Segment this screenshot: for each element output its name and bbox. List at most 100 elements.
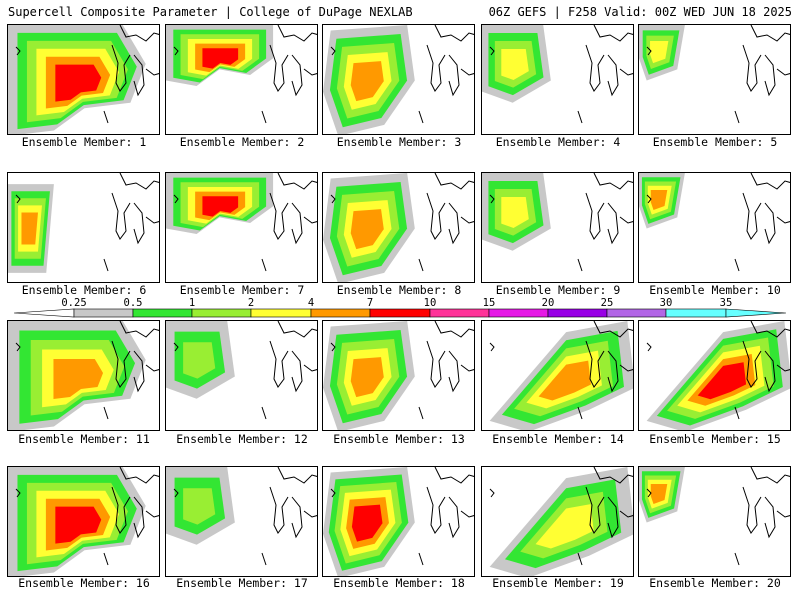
colorbar-cap bbox=[13, 308, 75, 318]
coastline bbox=[764, 202, 776, 245]
map-panel bbox=[481, 466, 634, 577]
coastline bbox=[585, 192, 605, 240]
map-panel bbox=[481, 320, 634, 431]
coastline bbox=[646, 342, 652, 352]
legend-label: 4 bbox=[307, 297, 315, 309]
coastline bbox=[742, 192, 762, 240]
coastline bbox=[593, 173, 633, 190]
colorbar-segment bbox=[310, 308, 371, 318]
coastline bbox=[330, 194, 336, 204]
coastline bbox=[330, 488, 336, 498]
legend-label: 25 bbox=[600, 297, 614, 309]
coastline bbox=[607, 496, 619, 539]
map-panel bbox=[165, 24, 318, 135]
coastline bbox=[111, 44, 131, 92]
map-field bbox=[323, 173, 474, 282]
coastline bbox=[303, 510, 317, 518]
map-panel bbox=[481, 172, 634, 283]
map-field bbox=[639, 173, 790, 272]
coastline bbox=[133, 350, 145, 393]
contour-fill bbox=[350, 357, 384, 398]
colorbar-segment bbox=[429, 308, 490, 318]
coastline bbox=[489, 46, 495, 56]
contour-fill bbox=[183, 488, 216, 525]
coastline bbox=[489, 342, 495, 352]
coastline bbox=[261, 258, 267, 272]
coastline bbox=[750, 25, 790, 42]
colorbar-segment bbox=[665, 308, 727, 318]
map-panel bbox=[165, 172, 318, 283]
contour-fill bbox=[202, 48, 239, 69]
map-field bbox=[166, 25, 317, 124]
coastline bbox=[119, 25, 159, 42]
panel-label: Ensemble Member: 18 bbox=[333, 576, 465, 590]
map-field bbox=[646, 321, 790, 430]
contour-fill bbox=[538, 360, 591, 401]
coastline bbox=[489, 194, 495, 204]
map-panel bbox=[322, 24, 475, 135]
coastline bbox=[15, 46, 21, 56]
map-field bbox=[639, 25, 790, 124]
coastline bbox=[577, 258, 583, 272]
contour-fill bbox=[501, 196, 529, 229]
coastline bbox=[460, 364, 474, 372]
coastline bbox=[173, 46, 179, 56]
coastline bbox=[750, 467, 790, 484]
contour-fill bbox=[350, 209, 384, 250]
panel-label: Ensemble Member: 9 bbox=[495, 283, 621, 297]
coastline bbox=[585, 44, 605, 92]
map-field bbox=[323, 467, 474, 576]
coastline bbox=[303, 364, 317, 372]
panel-label: Ensemble Member: 10 bbox=[649, 283, 781, 297]
coastline bbox=[269, 192, 289, 240]
coastline bbox=[269, 340, 289, 388]
coastline bbox=[261, 406, 267, 420]
coastline bbox=[145, 68, 159, 76]
coastline bbox=[103, 406, 109, 420]
colorbar bbox=[13, 308, 787, 318]
panel-label: Ensemble Member: 13 bbox=[333, 432, 465, 446]
coastline bbox=[734, 258, 740, 272]
map-panel bbox=[481, 24, 634, 135]
coastline bbox=[111, 192, 131, 240]
contour-fill bbox=[21, 212, 38, 245]
map-panel bbox=[322, 466, 475, 577]
coastline bbox=[418, 406, 424, 420]
coastline bbox=[173, 342, 179, 352]
coastline bbox=[460, 68, 474, 76]
coastline bbox=[103, 110, 109, 124]
coastline bbox=[119, 467, 159, 484]
coastline bbox=[607, 350, 619, 393]
coastline bbox=[418, 110, 424, 124]
panel-label: Ensemble Member: 20 bbox=[649, 576, 781, 590]
contour-fill bbox=[650, 484, 668, 505]
map-field bbox=[8, 173, 159, 273]
map-panel bbox=[638, 172, 791, 283]
colorbar-segment bbox=[73, 308, 134, 318]
coastline bbox=[173, 194, 179, 204]
coastline bbox=[448, 496, 460, 539]
coastline bbox=[173, 488, 179, 498]
colorbar-cap bbox=[725, 308, 787, 318]
contour-fill bbox=[650, 190, 668, 211]
panel-label: Ensemble Member: 6 bbox=[21, 283, 147, 297]
map-panel bbox=[322, 320, 475, 431]
coastline bbox=[646, 194, 652, 204]
coastline bbox=[750, 321, 790, 338]
coastline bbox=[619, 216, 633, 224]
panel-label: Ensemble Member: 4 bbox=[495, 135, 621, 149]
valid-time: 06Z GEFS | F258 Valid: 00Z WED JUN 18 20… bbox=[488, 5, 792, 19]
colorbar-segment bbox=[132, 308, 193, 318]
map-panel bbox=[7, 172, 160, 283]
coastline bbox=[426, 192, 446, 240]
map-field bbox=[8, 25, 159, 134]
contour-fill bbox=[350, 61, 384, 102]
panel-label: Ensemble Member: 5 bbox=[652, 135, 778, 149]
panel-label: Ensemble Member: 7 bbox=[179, 283, 305, 297]
contour-fill bbox=[53, 359, 104, 400]
contour-fill bbox=[501, 48, 529, 81]
coastline bbox=[303, 216, 317, 224]
coastline bbox=[593, 321, 633, 338]
coastline bbox=[742, 44, 762, 92]
coastline bbox=[15, 342, 21, 352]
